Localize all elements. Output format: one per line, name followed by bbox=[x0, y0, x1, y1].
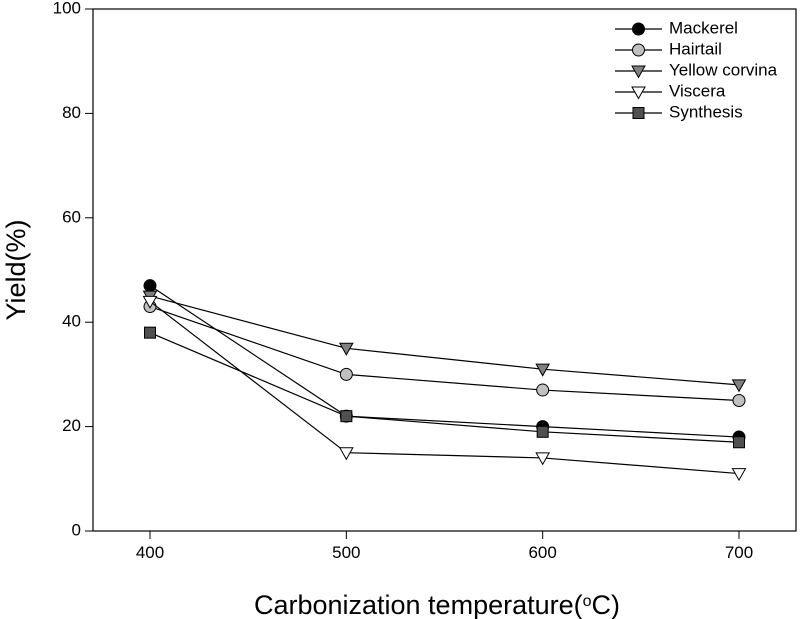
legend-marker bbox=[631, 65, 646, 79]
legend-label: Yellow corvina bbox=[669, 60, 778, 79]
series-hairtail bbox=[143, 300, 746, 407]
x-axis-title-text: Carbonization temperature bbox=[254, 590, 574, 619]
data-point-hairtail bbox=[732, 394, 746, 407]
x-tick-label: 400 bbox=[136, 543, 164, 562]
series-line-viscera bbox=[149, 300, 740, 475]
plot-area-frame bbox=[92, 8, 797, 532]
legend-marker bbox=[631, 86, 646, 100]
series-layer bbox=[142, 279, 747, 482]
y-axis: 0 20 40 60 80 100 bbox=[53, 0, 93, 539]
legend-marker bbox=[632, 107, 645, 119]
data-point-synthesis bbox=[536, 425, 549, 438]
legend-item-viscera: Viscera bbox=[615, 81, 726, 100]
data-point-hairtail bbox=[536, 383, 550, 397]
legend-label: Synthesis bbox=[669, 102, 743, 121]
x-axis-title-open-paren: ( bbox=[574, 590, 583, 619]
data-point-synthesis bbox=[340, 410, 353, 423]
legend: Mackerel Hairtail Yellow corvina Viscera Syn… bbox=[615, 18, 778, 121]
series-viscera bbox=[142, 295, 747, 482]
series-line-mackerel bbox=[149, 285, 740, 438]
series-synthesis bbox=[144, 326, 745, 449]
y-tick-label: 0 bbox=[72, 520, 81, 539]
y-tick-label: 60 bbox=[62, 207, 81, 226]
x-axis-title-degree: o bbox=[583, 593, 592, 610]
series-line-synthesis bbox=[149, 332, 740, 443]
x-tick-label: 500 bbox=[332, 543, 360, 562]
y-tick-label: 80 bbox=[62, 103, 81, 122]
series-line-hairtail bbox=[149, 305, 740, 402]
x-axis: 400 500 600 700 bbox=[136, 531, 753, 562]
data-point-viscera bbox=[338, 447, 354, 461]
data-point-yellow-corvina bbox=[338, 342, 354, 356]
series-mackerel bbox=[143, 279, 746, 444]
legend-item-synthesis: Synthesis bbox=[615, 102, 743, 121]
x-tick-label: 600 bbox=[528, 543, 556, 562]
series-line-yellow-corvina bbox=[149, 295, 740, 386]
legend-label: Hairtail bbox=[669, 39, 722, 58]
x-axis-title-unit: C bbox=[592, 590, 612, 619]
legend-marker bbox=[632, 43, 645, 57]
data-point-viscera bbox=[535, 452, 551, 466]
data-point-mackerel bbox=[143, 279, 157, 293]
data-point-hairtail bbox=[339, 367, 353, 381]
x-axis-title: Carbonization temperature(oC) bbox=[254, 590, 620, 619]
legend-item-mackerel: Mackerel bbox=[615, 18, 738, 37]
data-point-viscera bbox=[142, 295, 158, 309]
legend-marker bbox=[632, 22, 645, 36]
x-tick-label: 700 bbox=[725, 543, 753, 562]
y-tick-label: 20 bbox=[62, 416, 81, 435]
legend-label: Viscera bbox=[669, 81, 726, 100]
data-point-viscera bbox=[731, 468, 747, 482]
y-axis-title: Yield(%) bbox=[1, 219, 31, 320]
data-point-synthesis bbox=[733, 436, 745, 449]
data-point-yellow-corvina bbox=[731, 379, 747, 393]
x-axis-title-close-paren: ) bbox=[611, 590, 620, 619]
data-point-yellow-corvina bbox=[535, 363, 551, 377]
y-tick-label: 40 bbox=[62, 312, 81, 331]
data-point-synthesis bbox=[144, 326, 156, 339]
legend-item-yellow-corvina: Yellow corvina bbox=[615, 60, 778, 79]
y-tick-label: 100 bbox=[53, 0, 81, 17]
legend-item-hairtail: Hairtail bbox=[615, 39, 722, 58]
legend-label: Mackerel bbox=[669, 18, 738, 37]
